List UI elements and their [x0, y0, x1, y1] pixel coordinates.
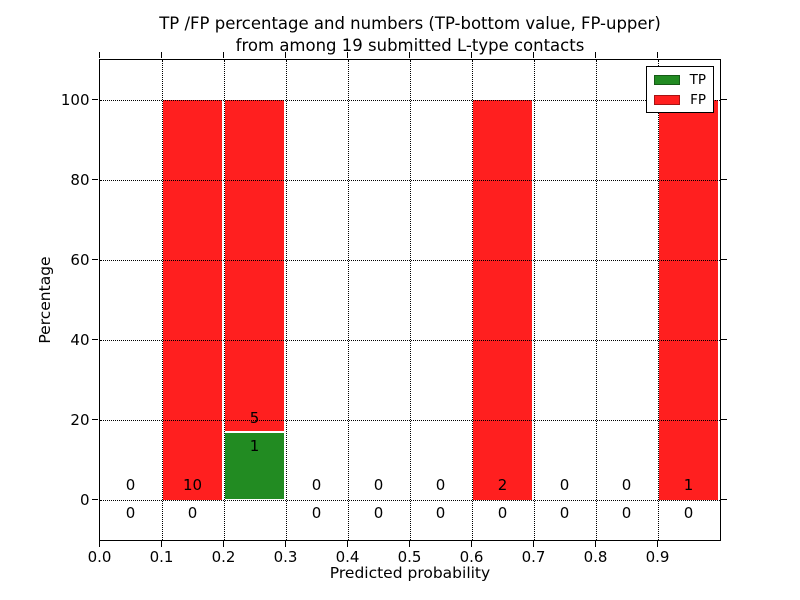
x-tick-bottom	[470, 541, 473, 547]
x-tick-top	[346, 52, 349, 58]
fp-count-label: 0	[125, 475, 136, 494]
fp-count-label: 0	[311, 475, 322, 494]
y-tick-left	[92, 338, 98, 341]
tp-count-label: 0	[621, 503, 632, 522]
y-tick-left	[92, 178, 98, 181]
legend-tp-swatch	[654, 74, 680, 85]
y-axis-label: Percentage	[36, 256, 54, 344]
y-tick-label: 0	[79, 490, 90, 509]
y-tick-left	[92, 98, 98, 101]
x-tick-label: 0.3	[273, 547, 298, 566]
y-tick-right	[721, 418, 727, 421]
x-tick-top	[594, 52, 597, 58]
x-tick-label: 0.9	[645, 547, 670, 566]
x-tick-label: 0.7	[521, 547, 546, 566]
plot-area: 0 20 40 60 80 100 0.0 0.1 0.2 0.3 0.4 0.5 0.6 0.7 0.8 0…	[61, 52, 727, 566]
x-tick-label: 0.4	[335, 547, 360, 566]
y-tick-label: 40	[70, 330, 90, 349]
y-tick-right	[721, 498, 727, 501]
tp-count-label: 0	[683, 503, 694, 522]
x-tick-bottom	[284, 541, 287, 547]
y-tick-left	[92, 258, 98, 261]
legend-label: TP	[689, 71, 706, 88]
legend-label: FP	[690, 91, 706, 108]
bar-fp-segment	[225, 99, 284, 432]
x-tick-top	[532, 52, 535, 58]
x-tick-bottom	[98, 541, 101, 547]
legend-entry: TP	[647, 70, 713, 90]
bar-tp-segment	[225, 432, 284, 500]
x-tick-top	[656, 52, 659, 58]
fp-count-label: 1	[683, 475, 694, 494]
x-tick-bottom	[594, 541, 597, 547]
y-tick-right	[721, 338, 727, 341]
tp-count-label: 0	[373, 503, 384, 522]
bar-fp-segment	[163, 99, 222, 500]
x-tick-top	[284, 52, 287, 58]
y-tick-left	[92, 418, 98, 421]
chart-title: TP /FP percentage and numbers (TP-bottom…	[100, 13, 720, 57]
x-tick-label: 0.5	[397, 547, 422, 566]
x-tick-top	[470, 52, 473, 58]
tp-count-label: 0	[559, 503, 570, 522]
x-tick-label: 0.0	[87, 547, 112, 566]
fp-count-label: 2	[497, 475, 508, 494]
y-tick-right	[721, 98, 727, 101]
fp-count-label: 0	[435, 475, 446, 494]
x-tick-bottom	[532, 541, 535, 547]
chart-title-line2: from among 19 submitted L-type contacts	[235, 36, 585, 55]
tp-count-label: 0	[497, 503, 508, 522]
fp-count-label: 5	[249, 408, 260, 427]
gridline-x	[471, 59, 473, 540]
x-tick-bottom	[222, 541, 225, 547]
tp-count-label: 0	[435, 503, 446, 522]
x-tick-label: 0.8	[583, 547, 608, 566]
gridline-x	[161, 59, 163, 540]
y-tick-left	[92, 498, 98, 501]
y-tick-label: 100	[60, 90, 90, 109]
tp-count-label: 0	[125, 503, 136, 522]
chart-title-line1: TP /FP percentage and numbers (TP-bottom…	[159, 14, 661, 33]
fp-count-label: 0	[621, 475, 632, 494]
y-tick-right	[721, 178, 727, 181]
y-tick-label: 80	[70, 170, 90, 189]
gridline-x	[223, 59, 225, 540]
x-axis-label: Predicted probability	[329, 564, 491, 582]
x-tick-top	[222, 52, 225, 58]
y-tick-label: 60	[70, 250, 90, 269]
x-tick-bottom	[408, 541, 411, 547]
y-tick-right	[721, 258, 727, 261]
x-tick-label: 0.1	[149, 547, 174, 566]
fp-count-label: 0	[373, 475, 384, 494]
x-tick-label: 0.6	[459, 547, 484, 566]
gridline-x	[533, 59, 535, 540]
legend-entry: FP	[647, 90, 713, 110]
bar-fp-segment	[473, 99, 532, 500]
x-tick-label: 0.2	[211, 547, 236, 566]
gridline-x	[657, 59, 659, 540]
gridline-x	[409, 59, 411, 540]
gridline-x	[347, 59, 349, 540]
bar-fp-segment	[659, 99, 718, 500]
x-tick-top	[98, 52, 101, 58]
tp-count-label: 1	[249, 436, 260, 455]
x-tick-bottom	[346, 541, 349, 547]
x-tick-top	[160, 52, 163, 58]
gridline-x	[285, 59, 287, 540]
fp-count-label: 10	[182, 475, 203, 494]
gridline-x	[595, 59, 597, 540]
y-tick-label: 20	[70, 410, 90, 429]
tp-count-label: 0	[187, 503, 198, 522]
legend-fp-swatch	[654, 94, 681, 105]
fp-count-label: 0	[559, 475, 570, 494]
x-tick-bottom	[656, 541, 659, 547]
x-tick-bottom	[160, 541, 163, 547]
x-tick-top	[408, 52, 411, 58]
tp-count-label: 0	[311, 503, 322, 522]
legend-box: TP FP	[646, 66, 714, 113]
